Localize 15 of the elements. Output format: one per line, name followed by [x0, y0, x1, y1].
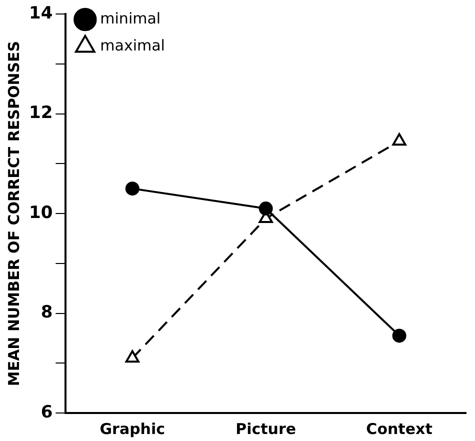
point: [392, 133, 406, 146]
y-tick-label: 14: [28, 3, 53, 24]
y-tick-label: 10: [28, 202, 53, 223]
x-tick-label: Picture: [236, 420, 296, 438]
y-axis-title: MEAN NUMBER OF CORRECT RESPONSES: [4, 40, 23, 386]
y-tick-label: 8: [40, 302, 53, 323]
point: [392, 328, 406, 343]
point: [125, 182, 140, 196]
point: [258, 202, 273, 216]
y-tick-label: 12: [28, 103, 53, 124]
x-tick-label: Context: [366, 420, 432, 438]
y-tick-label: 6: [40, 402, 53, 422]
x-tick-label: Graphic: [100, 420, 166, 438]
legend-label: minimal: [100, 9, 161, 28]
legend-label: maximal: [100, 36, 165, 54]
